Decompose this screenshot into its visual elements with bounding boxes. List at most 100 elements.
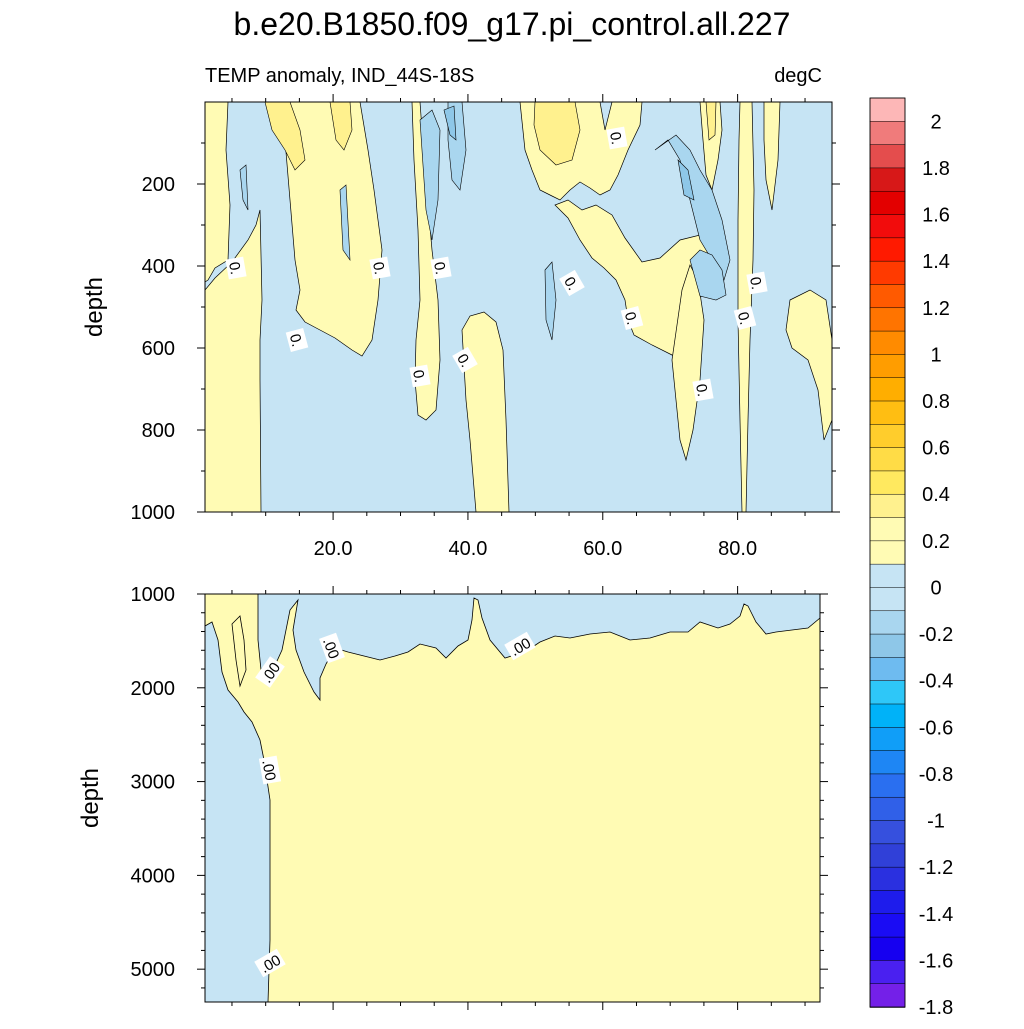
upper-contour-label-text: 0. xyxy=(621,310,641,326)
colorbar-box xyxy=(869,307,906,332)
upper-negative-region-stronger xyxy=(443,105,457,141)
upper-y-tick-label: 600 xyxy=(142,338,175,360)
upper-contour-label: 0. xyxy=(369,256,391,280)
colorbar-box xyxy=(869,260,906,286)
upper-contour-field xyxy=(205,102,832,512)
colorbar-box xyxy=(869,470,906,495)
colorbar-label: -1.4 xyxy=(919,904,953,926)
lower-y-tick-label: 3000 xyxy=(131,772,176,794)
lower-contour-label-bg xyxy=(258,755,282,785)
colorbar-box xyxy=(869,237,906,262)
upper-y-axis-label: depth xyxy=(81,277,108,337)
upper-contour-label-text: 0. xyxy=(430,261,449,276)
colorbar-box xyxy=(869,983,906,1008)
colorbar-box xyxy=(869,97,906,123)
upper-positive-region xyxy=(255,102,383,357)
colorbar-label: 0.4 xyxy=(922,484,950,506)
colorbar-box xyxy=(869,424,906,449)
colorbar-box xyxy=(869,750,906,775)
lower-y-tick-label: 1000 xyxy=(131,584,176,606)
upper-contour-label-bg xyxy=(692,378,714,402)
colorbar-box xyxy=(869,727,906,752)
colorbar-box xyxy=(869,563,906,589)
colorbar-label: 0 xyxy=(930,577,941,599)
upper-positive-region xyxy=(699,102,723,192)
colorbar-box xyxy=(869,633,906,659)
colorbar-box xyxy=(869,214,906,239)
upper-positive-region-strong xyxy=(329,102,353,151)
colorbar-label: -1 xyxy=(927,811,945,833)
colorbar-box xyxy=(869,796,906,822)
upper-contour-label: 0. xyxy=(452,346,478,374)
chart-title: b.e20.B1850.f09_g17.pi_control.all.227 xyxy=(234,6,791,42)
upper-contour-label: 0. xyxy=(409,364,431,388)
upper-contour-label: 0. xyxy=(692,378,714,402)
upper-contour-label: 0. xyxy=(606,126,628,150)
colorbar-box xyxy=(869,843,906,868)
colorbar-box xyxy=(869,447,906,472)
upper-contour-label-bg xyxy=(620,306,644,330)
colorbar-box xyxy=(869,517,906,542)
upper-negative-region-strong xyxy=(689,249,727,301)
upper-positive-region-strong xyxy=(533,102,581,166)
colorbar-box xyxy=(869,354,906,379)
colorbar-label: 1 xyxy=(930,344,941,366)
colorbar-box xyxy=(869,890,906,915)
upper-positive-region xyxy=(763,102,781,211)
colorbar-label: 0.6 xyxy=(922,438,950,460)
upper-contour-label: 0. xyxy=(559,269,585,297)
upper-contour-label: 0. xyxy=(225,256,247,280)
upper-contour-label-text: 0. xyxy=(692,383,711,398)
lower-contour-field xyxy=(205,594,820,1002)
colorbar: 2 1.8 1.6 1.4 1.2 1 0.8 0.6 0.4 0.2 0 -0.2 -0.4 -0.6 -… xyxy=(869,97,953,1019)
upper-y-tick-label: 200 xyxy=(142,174,175,196)
colorbar-box xyxy=(869,400,906,426)
upper-y-tick-label: 400 xyxy=(142,256,175,278)
colorbar-label: 0.8 xyxy=(922,391,950,413)
lower-contour-label-bg xyxy=(254,948,286,978)
colorbar-box xyxy=(869,540,906,565)
colorbar-box xyxy=(869,377,906,402)
upper-contour-label-bg xyxy=(606,126,628,150)
colorbar-box xyxy=(869,936,906,962)
upper-negative-region-strong xyxy=(419,109,441,241)
colorbar-label: 1.8 xyxy=(922,158,950,180)
colorbar-box xyxy=(869,587,906,612)
lower-plot-frame xyxy=(204,593,821,1003)
upper-negative-region-strong xyxy=(544,261,557,341)
lower-y-tick-label: 5000 xyxy=(131,959,176,981)
lower-positive-patch xyxy=(231,615,247,688)
upper-negative-region-strong xyxy=(339,184,351,262)
upper-contour-label-bg xyxy=(285,328,309,352)
colorbar-box xyxy=(869,913,906,938)
upper-contour-label-text: 0. xyxy=(286,332,306,348)
upper-positive-region-strong xyxy=(705,102,717,141)
upper-contour-label: 0. xyxy=(430,256,452,280)
upper-positive-region xyxy=(785,289,832,441)
upper-contour-label-bg xyxy=(559,269,585,297)
colorbar-label: -1.8 xyxy=(919,997,953,1019)
colorbar-box xyxy=(869,284,906,309)
lower-contour-label-text: .00 xyxy=(258,759,278,782)
colorbar-label: 1.4 xyxy=(922,251,950,273)
colorbar-box xyxy=(869,820,906,845)
colorbar-box xyxy=(869,190,906,216)
lower-contour-label-text: .00 xyxy=(319,636,342,661)
colorbar-label: -0.6 xyxy=(919,717,953,739)
upper-contour-label-bg xyxy=(430,256,452,280)
upper-y-tick-label: 800 xyxy=(142,420,175,442)
upper-contour-label-text: 0. xyxy=(409,369,428,384)
colorbar-frame xyxy=(869,97,906,1008)
upper-contour-label: 0. xyxy=(620,306,644,330)
upper-contour-label-bg xyxy=(369,256,391,280)
upper-positive-region xyxy=(737,102,755,512)
upper-negative-region-strong xyxy=(239,164,249,211)
colorbar-label: -1.6 xyxy=(919,950,953,972)
colorbar-box xyxy=(869,657,906,682)
upper-positive-region xyxy=(205,102,231,283)
colorbar-box xyxy=(869,493,906,519)
colorbar-box xyxy=(869,866,906,892)
upper-contour-label: 0. xyxy=(746,271,768,295)
